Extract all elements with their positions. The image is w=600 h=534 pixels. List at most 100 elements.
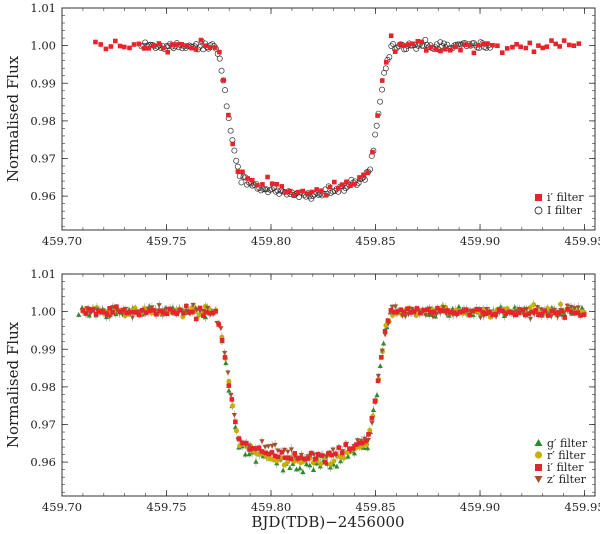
point-ifilter <box>423 48 429 53</box>
point-ifilter <box>269 181 275 187</box>
point-ifilter <box>401 309 407 315</box>
point-ifilter <box>233 157 240 164</box>
point-ifilter <box>96 309 102 314</box>
point-ifilter <box>499 50 505 55</box>
point-zfilter <box>423 313 429 318</box>
legend-marker-g-prime <box>534 439 543 446</box>
point-ifilter <box>249 177 255 183</box>
x-tick-label: 459.80 <box>251 234 291 248</box>
point-ifilter <box>285 455 291 461</box>
point-ifilter <box>372 399 378 404</box>
point-ifilter <box>190 309 195 315</box>
point-zfilter <box>204 305 211 311</box>
point-ifilter <box>540 45 546 51</box>
point-ifilter <box>130 309 136 315</box>
point-ifilter <box>298 455 304 460</box>
point-ifilter <box>238 179 245 186</box>
point-ifilter <box>226 383 232 388</box>
point-ifilter <box>388 33 394 39</box>
point-ifilter <box>471 50 477 56</box>
point-ifilter <box>369 415 375 421</box>
point-ifilter <box>431 309 437 315</box>
point-ifilter <box>160 310 166 315</box>
point-ifilter <box>223 103 230 110</box>
point-gfilter <box>287 465 293 471</box>
legend-marker-z-prime <box>534 476 543 483</box>
point-ifilter <box>353 442 359 447</box>
point-zfilter <box>87 311 94 317</box>
point-ifilter <box>375 378 381 384</box>
point-ifilter <box>518 44 523 50</box>
point-gfilter <box>380 340 387 346</box>
point-ifilter <box>201 313 206 319</box>
legend-label-z-prime: z′ filter <box>547 473 587 486</box>
point-zfilter <box>129 315 136 321</box>
point-zfilter <box>262 444 268 450</box>
point-ifilter <box>394 309 400 315</box>
point-ifilter <box>339 450 345 456</box>
top-legend: i′ filter I filter <box>534 191 584 217</box>
y-tick-label: 0.96 <box>30 189 56 203</box>
point-ifilter <box>333 451 338 457</box>
bottom-ylabel: Normalised Flux <box>4 321 22 448</box>
point-ifilter <box>513 312 519 318</box>
point-zfilter <box>225 370 231 376</box>
point-ifilter <box>117 43 123 49</box>
point-ifilter <box>483 311 489 316</box>
y-tick-label: 1.00 <box>30 305 56 319</box>
x-tick-label: 459.95 <box>564 234 600 248</box>
top-panel: 459.70 459.75 459.80 459.85 459.90 459.95 0.96… <box>4 1 600 248</box>
point-ifilter <box>490 312 495 318</box>
point-zfilter <box>527 316 534 322</box>
point-ifilter <box>451 310 457 315</box>
point-ifilter <box>210 310 216 316</box>
point-ifilter <box>150 308 156 313</box>
point-gfilter <box>377 363 383 369</box>
point-ifilter <box>390 41 396 47</box>
y-tick-label: 0.97 <box>30 418 56 432</box>
point-ifilter <box>107 305 112 311</box>
point-zfilter <box>408 306 415 312</box>
point-zfilter <box>564 303 570 309</box>
point-ifilter <box>216 322 222 327</box>
point-rfilter <box>531 302 537 308</box>
point-ifilter <box>207 45 213 51</box>
point-zfilter <box>288 447 295 453</box>
point-gfilter <box>374 392 380 398</box>
point-ifilter <box>363 438 368 444</box>
point-gfilter <box>300 469 306 475</box>
point-gfilter <box>310 467 317 472</box>
point-ifilter <box>287 188 293 194</box>
point-ifilter <box>100 309 106 315</box>
point-ifilter <box>302 456 307 462</box>
point-ifilter <box>136 41 142 47</box>
point-ifilter <box>282 455 288 461</box>
point-ifilter <box>383 60 389 65</box>
point-ifilter <box>247 447 252 452</box>
point-zfilter <box>231 413 237 418</box>
point-rfilter <box>340 455 346 461</box>
point-ifilter <box>461 309 466 314</box>
point-ifilter <box>539 312 544 317</box>
point-zfilter <box>265 444 271 450</box>
point-ifilter <box>193 47 199 52</box>
point-zfilter <box>575 305 581 311</box>
point-gfilter <box>307 462 313 468</box>
point-ifilter <box>441 308 447 314</box>
point-gfilter <box>364 445 371 451</box>
point-rfilter <box>285 459 291 465</box>
point-gfilter <box>242 451 248 457</box>
point-ifilter <box>504 46 510 51</box>
point-ifilter <box>458 47 463 53</box>
point-ifilter <box>413 45 420 52</box>
point-ifilter <box>258 187 265 194</box>
point-ifilter <box>578 313 583 318</box>
point-rfilter <box>233 428 239 434</box>
point-ifilter <box>326 451 331 456</box>
top-axis-ticks: 459.70 459.75 459.80 459.85 459.90 459.95 0.96… <box>30 1 600 248</box>
point-zfilter <box>379 348 385 354</box>
point-ifilter <box>481 41 486 47</box>
point-ifilter <box>474 307 480 312</box>
point-ifilter <box>348 183 353 188</box>
x-tick-label: 459.85 <box>355 234 395 248</box>
